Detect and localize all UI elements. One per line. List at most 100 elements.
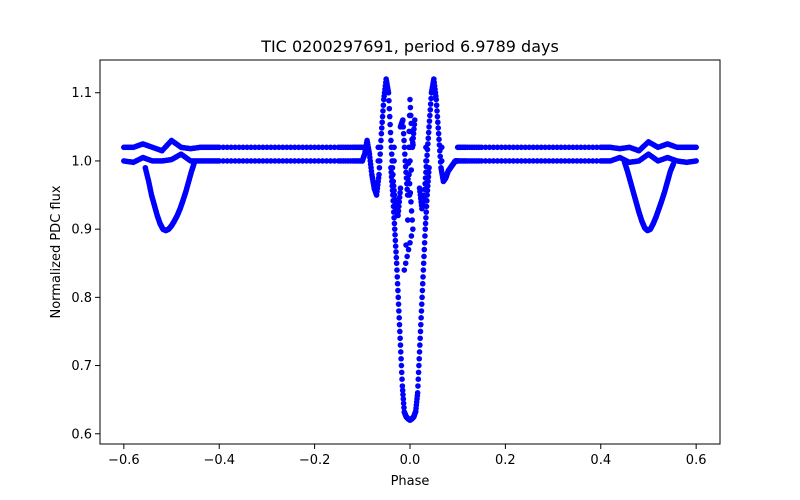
data-point-interp [578,158,584,164]
data-point-interp [397,189,403,196]
data-point [454,158,461,164]
data-point-interp [486,158,493,164]
data-point [390,178,397,185]
data-point-interp [554,158,560,164]
data-point-interp [437,159,444,165]
data-point-interp [228,158,234,164]
data-point [287,158,294,164]
data-point-interp [408,233,415,239]
data-point [478,158,485,164]
data-point-interp [396,321,403,328]
x-tick-label: 0.4 [590,453,611,468]
data-point [478,144,485,151]
data-point-interp [387,121,393,128]
data-point-interp [422,175,429,181]
data-point-interp [395,208,402,214]
data-point-interp [268,144,274,151]
data-point-interp [398,362,405,369]
data-point-interp [562,144,568,151]
data-point-interp [396,308,402,314]
data-point-interp [303,158,310,164]
data-point [502,158,509,164]
data-point-interp [390,183,397,189]
data-point-interp [538,144,544,151]
y-axis-ticks: 0.6 0.7 0.8 0.9 1.0 1.1 [71,86,100,442]
data-point-interp [220,158,227,164]
data-point-interp [295,158,302,164]
data-point-interp [399,376,405,383]
data-point-interp [395,287,401,294]
data-point-interp [518,158,525,164]
data-point-interp [411,121,418,128]
data-point-interp [558,144,564,151]
data-point-interp [554,144,560,151]
data-point-interp [423,169,429,176]
data-point-interp [435,119,441,126]
x-axis-ticks: −0.6 −0.4 −0.2 0.0 0.2 0.4 0.6 [108,444,706,468]
series-center-scatter [397,96,418,273]
data-point [240,158,246,164]
data-point-interp [417,342,423,348]
data-point-interp [490,144,497,151]
data-point [693,144,699,151]
data-point-interp [399,387,406,394]
data-point-interp [291,158,298,164]
data-point-interp [232,144,238,151]
data-point-interp [514,144,521,151]
data-point-interp [434,108,440,114]
data-point-interp [401,137,407,144]
data-point-interp [542,144,548,151]
data-point-interp [295,144,302,151]
data-point-interp [407,239,413,246]
data-point-interp [327,144,334,151]
data-point-interp [397,335,403,342]
data-point-interp [377,151,383,157]
data-point-interp [546,144,552,151]
data-point-interp [542,158,548,164]
data-point-interp [393,249,399,255]
data-point-interp [534,144,540,151]
data-point [411,117,418,123]
data-point-interp [510,144,517,151]
data-point [378,130,385,137]
data-point [401,267,408,273]
data-point-interp [260,158,266,164]
data-point-interp [388,151,395,157]
data-point-interp [256,158,262,164]
data-point-interp [586,158,592,164]
chart-title: TIC 0200297691, period 6.9789 days [260,37,559,56]
x-tick-label: 0.2 [495,453,516,468]
data-point-interp [380,102,387,109]
data-point-interp [260,144,266,151]
data-point-interp [252,144,258,151]
data-point [407,96,413,103]
data-point-interp [421,253,427,260]
data-point-interp [421,186,428,193]
data-point-interp [506,158,513,164]
data-point-interp [423,214,429,221]
series-secondary-dip-right [621,159,677,234]
data-point [433,96,440,103]
data-point-interp [378,137,384,144]
data-point-interp [407,112,414,119]
data-point [418,308,425,314]
data-point-interp [423,163,430,170]
data-point [391,226,398,232]
data-point [574,158,580,164]
data-point-interp [433,102,440,109]
data-point-interp [514,158,521,164]
data-point [311,144,318,151]
data-point [410,226,416,232]
y-tick-label: 0.7 [71,359,92,374]
data-point-interp [415,376,422,383]
series-primary-eclipse [388,164,432,423]
data-point-interp [419,287,426,294]
data-point-interp [407,104,414,111]
data-point-interp [331,158,338,164]
data-point-interp [534,158,540,164]
data-point-interp [530,158,537,164]
data-point [423,158,430,164]
data-point-interp [406,180,413,187]
data-point-interp [427,112,433,119]
data-point [395,212,401,219]
